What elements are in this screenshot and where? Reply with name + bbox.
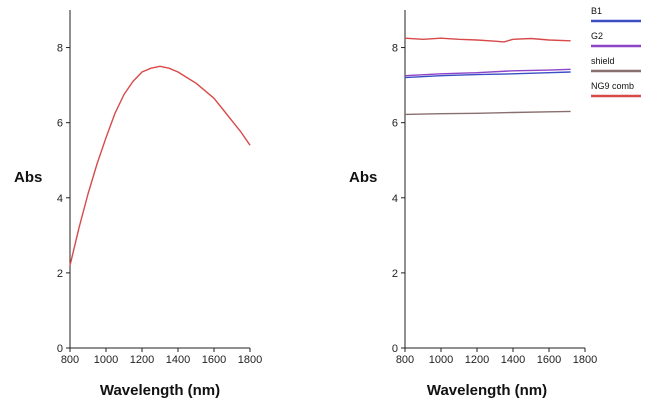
legend-label: shield (591, 56, 615, 66)
y-tick-label: 4 (57, 193, 63, 205)
series-line-ng9-comb (404, 37, 571, 43)
legend-label: G2 (591, 31, 603, 41)
x-tick-label: 1600 (537, 354, 561, 366)
y-tick-label: 6 (57, 118, 63, 130)
series-line-g2 (404, 68, 571, 77)
legend: B1 G2 shield NG9 comb (591, 6, 641, 98)
series-line-shield (404, 110, 571, 116)
y-tick-label: 8 (57, 43, 63, 55)
x-tick-label: 1400 (501, 354, 525, 366)
x-tick-label: 1800 (573, 354, 597, 366)
y-tick-label: 4 (392, 193, 398, 205)
chart-panel-1: 800 1000 1200 1400 1600 1800 0 2 4 6 8 Wavelength (… (14, 10, 262, 399)
y-tick-label: 0 (57, 343, 63, 355)
y-axis-title: Abs (349, 169, 377, 186)
legend-label: B1 (591, 6, 602, 16)
x-axis-title: Wavelength (nm) (100, 382, 220, 399)
series-line-b1 (404, 71, 571, 79)
series-line-1 (69, 65, 251, 266)
chart-panel-2: 800 1000 1200 1400 1600 1800 0 2 4 6 8 Wavelength (… (349, 6, 641, 399)
y-tick-label: 0 (392, 343, 398, 355)
x-axis-title: Wavelength (nm) (427, 382, 547, 399)
x-tick-label: 800 (61, 354, 79, 366)
y-tick-label: 8 (392, 43, 398, 55)
x-tick-label: 1600 (202, 354, 226, 366)
x-tick-label: 1200 (465, 354, 489, 366)
y-tick-label: 6 (392, 118, 398, 130)
x-tick-label: 1000 (94, 354, 118, 366)
x-tick-label: 1200 (130, 354, 154, 366)
x-tick-label: 800 (396, 354, 414, 366)
legend-label: NG9 comb (591, 81, 634, 91)
x-tick-label: 1400 (166, 354, 190, 366)
x-tick-label: 1000 (429, 354, 453, 366)
y-axis-title: Abs (14, 169, 42, 186)
y-tick-label: 2 (57, 268, 63, 280)
x-tick-label: 1800 (238, 354, 262, 366)
y-tick-label: 2 (392, 268, 398, 280)
